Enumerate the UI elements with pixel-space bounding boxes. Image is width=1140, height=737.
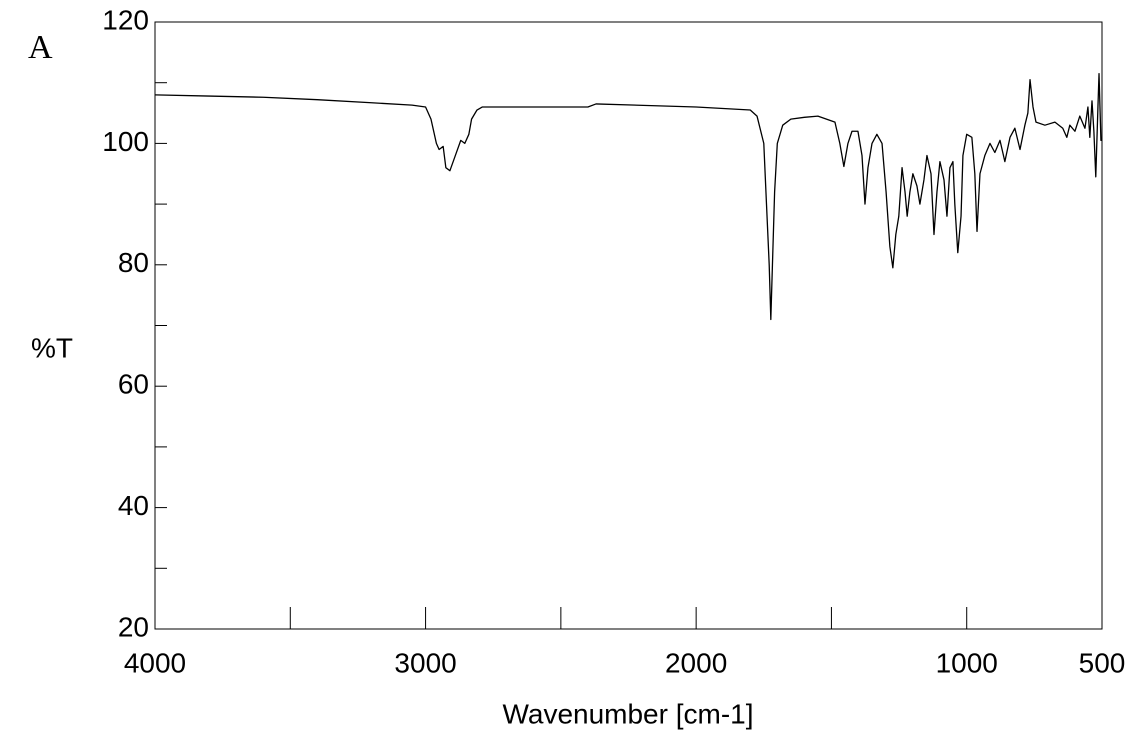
y-tick-label: 80 — [118, 247, 149, 278]
x-tick-label: 500 — [1079, 647, 1126, 678]
x-tick-label: 1000 — [936, 647, 998, 678]
x-tick-label: 4000 — [124, 647, 186, 678]
spectrum-line — [154, 72, 1102, 321]
y-tick-label: 100 — [102, 126, 149, 157]
y-tick-label: 60 — [118, 369, 149, 400]
panel-label: A — [28, 29, 53, 66]
x-tick-label: 3000 — [394, 647, 456, 678]
y-tick-label: 20 — [118, 611, 149, 642]
y-axis-title: %T — [31, 332, 73, 363]
y-tick-label: 40 — [118, 490, 149, 521]
x-tick-label: 2000 — [665, 647, 727, 678]
x-axis-title: Wavenumber [cm-1] — [502, 698, 753, 729]
y-tick-label: 120 — [102, 4, 149, 35]
plot-frame — [154, 21, 1103, 630]
